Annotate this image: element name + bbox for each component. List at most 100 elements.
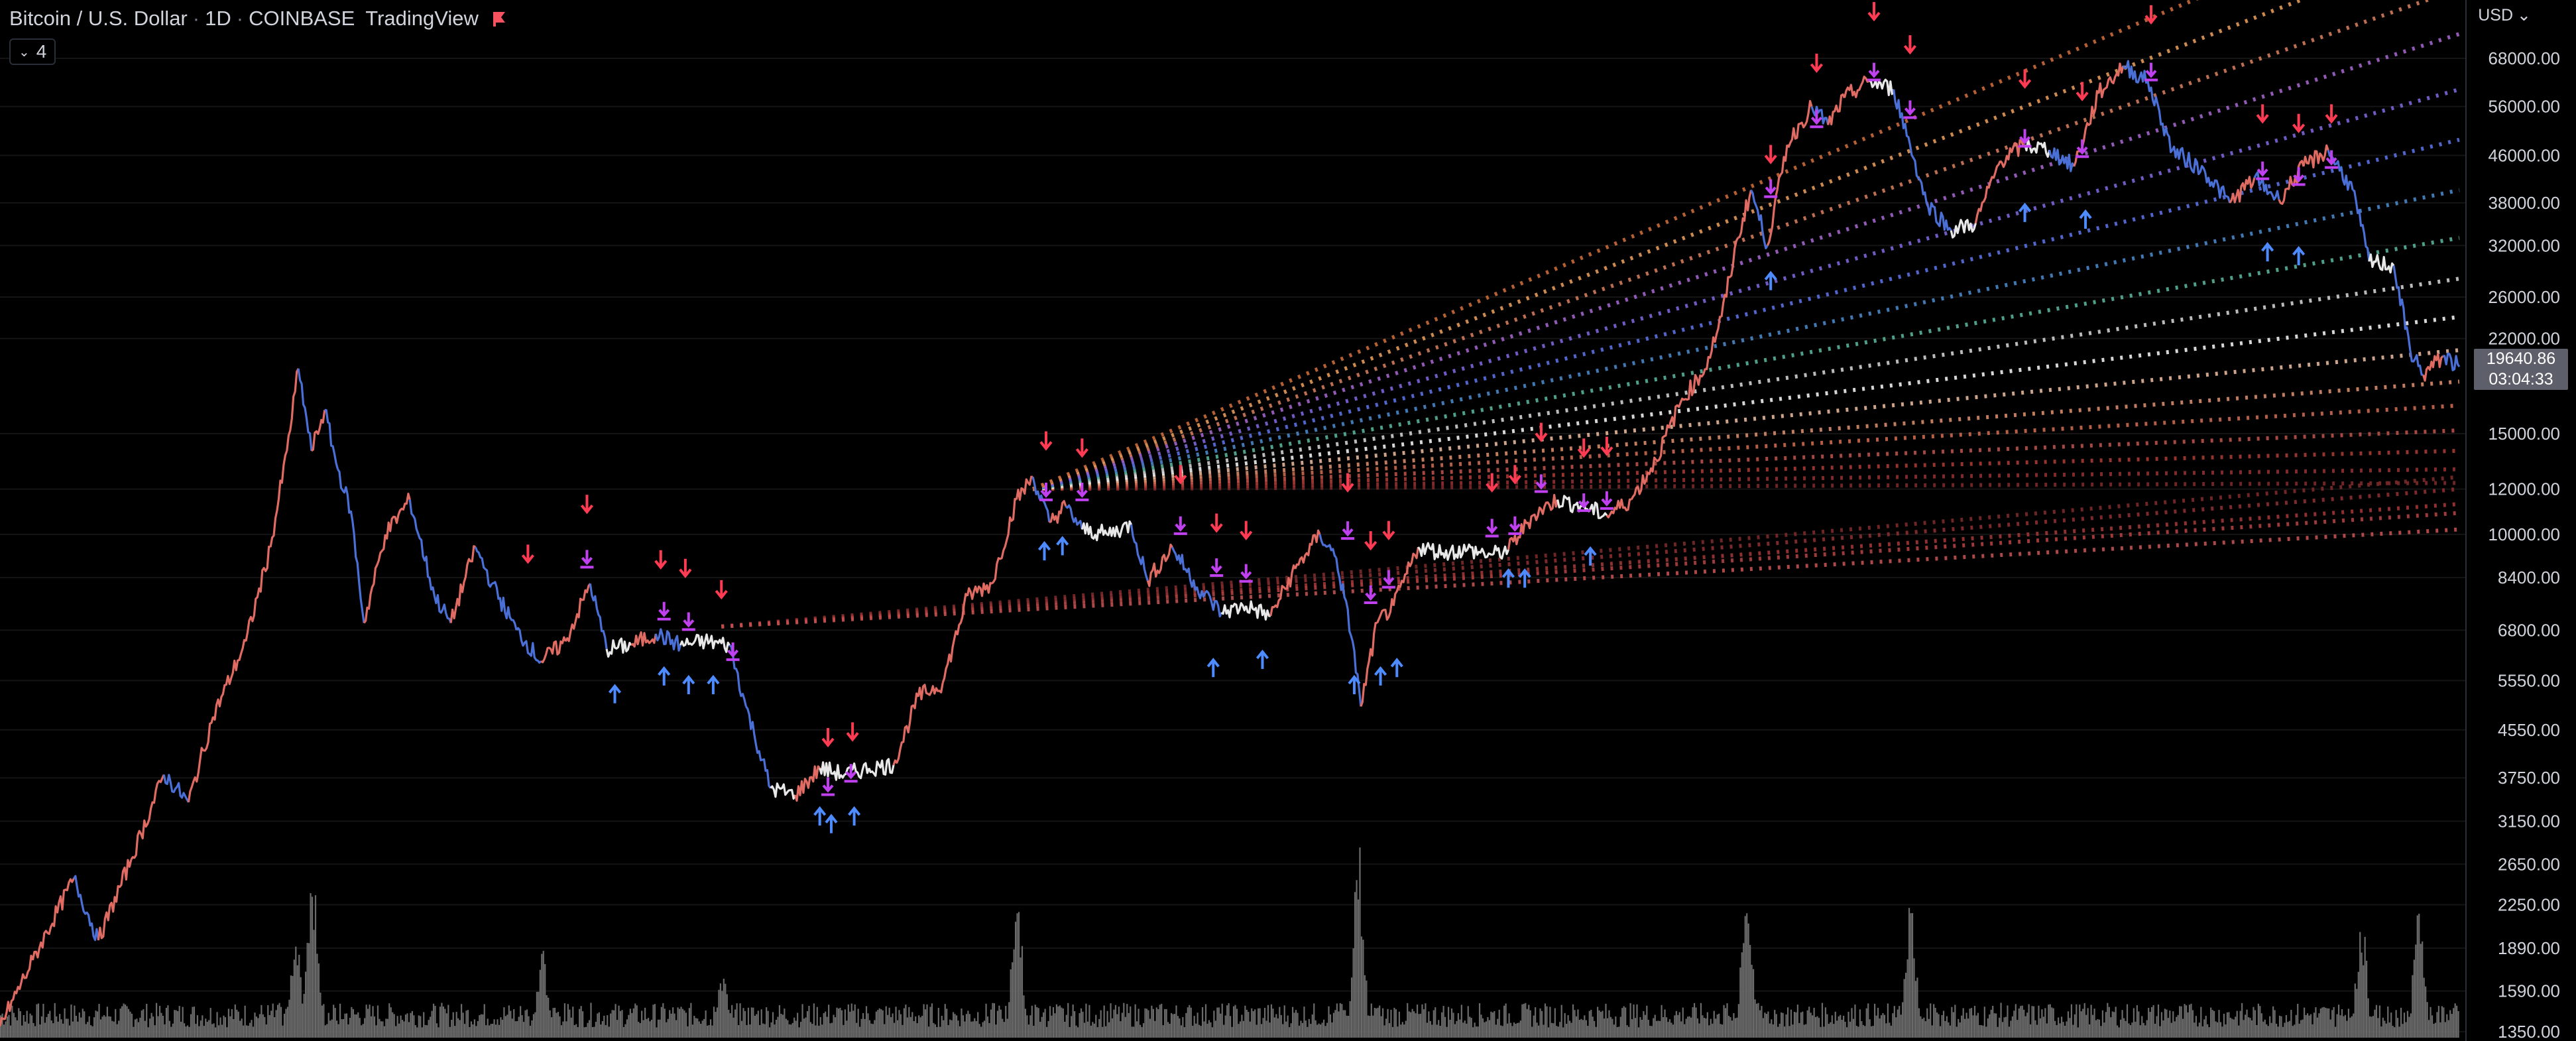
volume-bar: [227, 1009, 229, 1038]
volume-bar: [1307, 1026, 1309, 1038]
volume-bar: [542, 951, 544, 1038]
volume-bar: [2354, 983, 2356, 1038]
volume-bar: [551, 1017, 553, 1038]
volume-bar: [2363, 965, 2365, 1038]
volume-bar: [354, 1014, 356, 1038]
volume-bar: [850, 1003, 852, 1038]
volume-bar: [1973, 1005, 1976, 1038]
volume-bar: [1065, 1014, 1067, 1038]
price-axis[interactable]: 68000.0056000.0046000.0038000.0032000.00…: [2465, 0, 2560, 1041]
volume-bar: [1498, 1009, 1500, 1038]
volume-bar: [823, 1012, 825, 1038]
arrow-head: [1518, 568, 1531, 578]
chart-grid: [0, 57, 2466, 1032]
volume-bar: [1833, 1024, 1835, 1038]
volume-bar: [1055, 1004, 1058, 1038]
volume-bar: [1476, 1026, 1478, 1038]
volume-bar: [203, 1026, 205, 1038]
indicators-toggle-button[interactable]: ⌄ 4: [9, 38, 56, 65]
price-segment: [1581, 498, 1608, 519]
sell-marker: [2292, 113, 2306, 133]
volume-bar: [70, 1005, 72, 1038]
volume-bar: [2278, 1015, 2281, 1038]
volume-bar: [2152, 1005, 2154, 1038]
volume-bar: [1374, 1007, 1376, 1038]
volume-bar: [1918, 1008, 1920, 1038]
buy-marker: [1056, 536, 1069, 556]
volume-bar: [1533, 1015, 1535, 1038]
price-segment: [540, 636, 567, 664]
volume-bar: [1556, 1026, 1558, 1038]
volume-bar: [1899, 1006, 1901, 1038]
fan-line: [1033, 467, 2460, 491]
volume-bar: [347, 1024, 349, 1038]
volume-bar: [650, 1019, 653, 1038]
volume-bar: [622, 1026, 625, 1038]
volume-bar: [444, 1009, 446, 1038]
volume-bar: [1653, 1018, 1655, 1038]
volume-bar: [2013, 1010, 2015, 1038]
volume-bar: [867, 1013, 869, 1038]
volume-bar: [1357, 899, 1360, 1038]
interval-label[interactable]: 1D: [205, 7, 231, 30]
volume-bar: [2318, 1013, 2320, 1038]
volume-bar: [1864, 1026, 1866, 1038]
price-segment: [2171, 145, 2207, 176]
volume-bar: [2121, 1010, 2123, 1038]
volume-bar: [1603, 1018, 1606, 1038]
volume-bar: [1678, 1012, 1680, 1038]
volume-bar: [1923, 1017, 1925, 1038]
volume-bar: [520, 1006, 522, 1038]
volume-bar: [1706, 1012, 1708, 1038]
volume-bar: [445, 1013, 447, 1038]
chevron-down-icon: ⌄: [19, 44, 30, 60]
volume-bar: [2159, 1026, 2161, 1038]
volume-bar: [216, 1012, 218, 1038]
volume-bar: [1291, 1007, 1294, 1038]
volume-bar: [572, 1007, 574, 1038]
volume-bar: [1426, 1022, 1428, 1038]
volume-bar: [2266, 1024, 2268, 1038]
volume-bar: [2325, 1007, 2327, 1038]
volume-bar: [1459, 1019, 1461, 1038]
volume-bar: [1383, 1025, 1385, 1038]
volume-bar: [2162, 1020, 2164, 1038]
volume-bar: [15, 1017, 17, 1038]
volume-bar: [339, 1003, 341, 1038]
volume-bar: [314, 895, 317, 1038]
flag-icon[interactable]: [492, 11, 506, 27]
volume-bar: [1467, 1006, 1469, 1038]
volume-bar: [634, 1003, 636, 1038]
volume-bar: [432, 1003, 435, 1038]
sell-marker: [1075, 438, 1088, 458]
volume-bar: [1441, 1012, 1443, 1038]
volume-bar: [479, 1015, 481, 1038]
volume-bar: [1509, 1022, 1512, 1038]
volume-bar: [2123, 1018, 2125, 1038]
volume-bar: [2200, 1007, 2202, 1038]
symbol-name[interactable]: Bitcoin / U.S. Dollar: [9, 7, 188, 30]
volume-bar: [1585, 1020, 1587, 1038]
volume-bar: [388, 1003, 390, 1038]
volume-bar: [1972, 1015, 1974, 1038]
volume-bar: [816, 1007, 818, 1038]
currency-button[interactable]: USD ⌄: [2478, 5, 2531, 25]
arrow-head: [2076, 92, 2089, 101]
arrow-head: [1206, 658, 1220, 668]
marker-head: [2256, 168, 2268, 177]
volume-bar: [2054, 1020, 2056, 1038]
price-segment: [1171, 546, 1198, 591]
volume-bar: [264, 1016, 266, 1038]
volume-bar: [124, 1005, 127, 1038]
volume-bar: [852, 1010, 854, 1038]
volume-bar: [1684, 1024, 1686, 1038]
volume-bar: [67, 1018, 69, 1038]
volume-bar: [1421, 1004, 1423, 1038]
volume-bar: [1322, 1019, 1325, 1038]
volume-bar: [556, 1012, 557, 1038]
volume-bar: [1793, 1011, 1796, 1038]
price-tick-label: 32000.00: [2488, 235, 2560, 255]
volume-bar: [164, 1024, 166, 1038]
volume-bar: [26, 1010, 28, 1038]
